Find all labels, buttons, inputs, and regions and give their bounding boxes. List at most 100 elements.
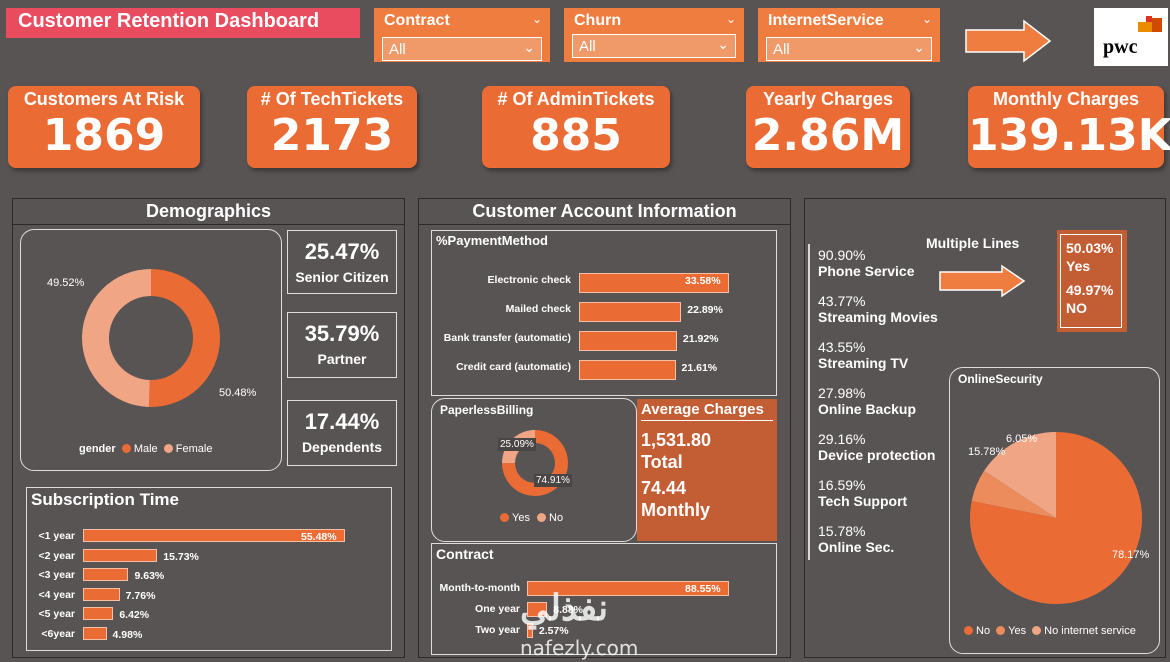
service-value: 43.55%	[818, 339, 866, 355]
average-charges-card: Average Charges 1,531.80 Total 74.44 Mon…	[637, 399, 777, 541]
gender-donut-chart	[82, 269, 221, 407]
multiple-lines-yes-label: Yes	[1066, 258, 1091, 274]
contract-slicer[interactable]: Contract ⌄ All ⌄	[374, 8, 550, 62]
male-legend-dot	[121, 444, 131, 453]
kpi-label: Monthly Charges	[992, 89, 1139, 109]
kpi-value: 885	[530, 110, 622, 161]
gender-female-slice[interactable]	[82, 269, 151, 407]
multiple-lines-title: Multiple Lines	[926, 235, 1020, 251]
churn-dropdown[interactable]: All ⌄	[572, 34, 736, 58]
paperless-card: PaperlessBilling 25.09% 74.91% Yes No	[431, 398, 637, 542]
subscription-value: 6.42%	[119, 609, 150, 621]
kpi-label: # Of TechTickets	[260, 89, 404, 109]
online-security-nis-slice[interactable]	[984, 432, 1056, 518]
internet-service-slicer[interactable]: InternetService ⌄ All ⌄	[758, 8, 940, 62]
watermark-arabic: نفذلي	[520, 587, 609, 628]
subscription-label: <3 year	[38, 569, 76, 581]
online-security-yes-slice[interactable]	[971, 470, 1056, 518]
chevron-down-icon[interactable]: ⌄	[913, 39, 925, 55]
payment-label: Credit card (automatic)	[456, 361, 571, 373]
payment-value: 21.92%	[682, 333, 719, 345]
paperless-legend: Yes No	[500, 512, 563, 524]
payment-bar[interactable]	[579, 273, 729, 293]
subscription-value: 55.48%	[301, 531, 337, 543]
internet-service-slicer-label: InternetService	[768, 12, 884, 29]
online-security-legend: No Yes No internet service	[964, 625, 1136, 637]
chevron-down-icon[interactable]: ⌄	[523, 39, 535, 55]
payment-bar[interactable]	[579, 302, 682, 322]
service-item: 90.90% Phone Service	[818, 247, 915, 279]
services-panel	[804, 198, 1166, 658]
online-security-yes-pct-label: 6.05%	[1006, 433, 1038, 445]
contract-bar[interactable]	[527, 602, 548, 617]
churn-dropdown-value: All	[579, 38, 596, 55]
paperless-no-pct-label: 25.09%	[498, 438, 536, 451]
subscription-bar[interactable]	[83, 548, 158, 562]
multiple-lines-no-value: 49.97%	[1066, 282, 1114, 298]
contract-dropdown-value: All	[389, 41, 406, 58]
chevron-down-icon[interactable]: ⌄	[531, 12, 542, 26]
paperless-no-label: No	[549, 512, 564, 524]
pwc-logo-mark	[1138, 16, 1162, 32]
service-label: Device protection	[818, 447, 936, 463]
stat-value: 35.79%	[304, 321, 380, 346]
subscription-label: <2 year	[38, 549, 76, 562]
service-value: 43.77%	[818, 293, 866, 309]
online-security-yes-label: Yes	[1008, 625, 1027, 637]
contract-title: Contract	[436, 546, 494, 562]
kpi-admin-tickets: # Of AdminTickets 885	[482, 86, 670, 168]
payment-label: Mailed check	[505, 303, 571, 315]
chevron-down-icon[interactable]: ⌄	[717, 36, 729, 52]
service-value: 90.90%	[818, 247, 866, 263]
subscription-label: <5 year	[38, 608, 76, 620]
gender-legend-title: gender	[79, 443, 116, 455]
contract-dropdown[interactable]: All ⌄	[382, 37, 542, 61]
demographics-title: Demographics	[13, 199, 404, 225]
demographics-panel: Demographics	[12, 198, 405, 658]
kpi-tech-tickets: # Of TechTickets 2173	[247, 86, 417, 168]
contract-bar[interactable]	[527, 581, 729, 596]
payment-method-card: %PaymentMethod Electronic check 33.58% Mai…	[431, 230, 777, 396]
pwc-logo: pwc	[1094, 8, 1168, 66]
service-item: 29.16% Device protection	[818, 431, 935, 463]
female-pct-label: 49.52%	[47, 277, 85, 289]
monthly-charges-value: 74.44	[641, 478, 687, 498]
kpi-value: 2.86M	[751, 110, 905, 161]
chevron-down-icon[interactable]: ⌄	[725, 12, 736, 26]
churn-slicer[interactable]: Churn ⌄ All ⌄	[564, 8, 744, 62]
service-label: Tech Support	[818, 493, 908, 509]
internet-service-dropdown[interactable]: All ⌄	[766, 37, 932, 61]
paperless-no-dot	[537, 513, 547, 522]
service-label: Streaming TV	[818, 355, 909, 371]
online-security-no-dot	[964, 626, 973, 635]
payment-bar[interactable]	[579, 360, 676, 380]
kpi-monthly-charges: Monthly Charges 139.13K	[968, 86, 1170, 168]
subscription-bar[interactable]	[83, 626, 107, 640]
subscription-time-card: Subscription Time <1 year 55.48% <2 year 15…	[26, 487, 392, 651]
contract-value: 8.88%	[553, 604, 584, 616]
payment-label: Electronic check	[487, 274, 571, 286]
gender-male-slice[interactable]	[148, 269, 221, 407]
subscription-value: 4.98%	[112, 628, 143, 641]
kpi-value: 1869	[42, 110, 166, 161]
payment-value: 33.58%	[685, 275, 721, 287]
subscription-title: Subscription Time	[31, 490, 179, 509]
payment-bar[interactable]	[579, 331, 677, 351]
contract-value: 88.55%	[685, 583, 721, 595]
watermark-latin: nafezly.com	[520, 636, 639, 660]
subscription-bar[interactable]	[83, 587, 120, 601]
subscription-bar[interactable]	[83, 607, 114, 620]
senior-citizen-card: 25.47% Senior Citizen	[287, 230, 397, 294]
chevron-down-icon[interactable]: ⌄	[921, 12, 932, 26]
kpi-yearly-charges: Yearly Charges 2.86M	[746, 86, 910, 168]
subscription-bar[interactable]	[83, 529, 345, 542]
online-security-pie-chart	[970, 432, 1142, 604]
contract-bar[interactable]	[527, 623, 533, 638]
subscription-bar[interactable]	[83, 568, 129, 581]
multiple-lines-card: 50.03% Yes 49.97% NO	[1057, 230, 1127, 332]
subscription-label: <4 year	[38, 588, 76, 601]
service-value: 15.78%	[818, 523, 866, 539]
paperless-yes-label: Yes	[512, 512, 530, 524]
female-legend-label: Female	[175, 443, 213, 455]
